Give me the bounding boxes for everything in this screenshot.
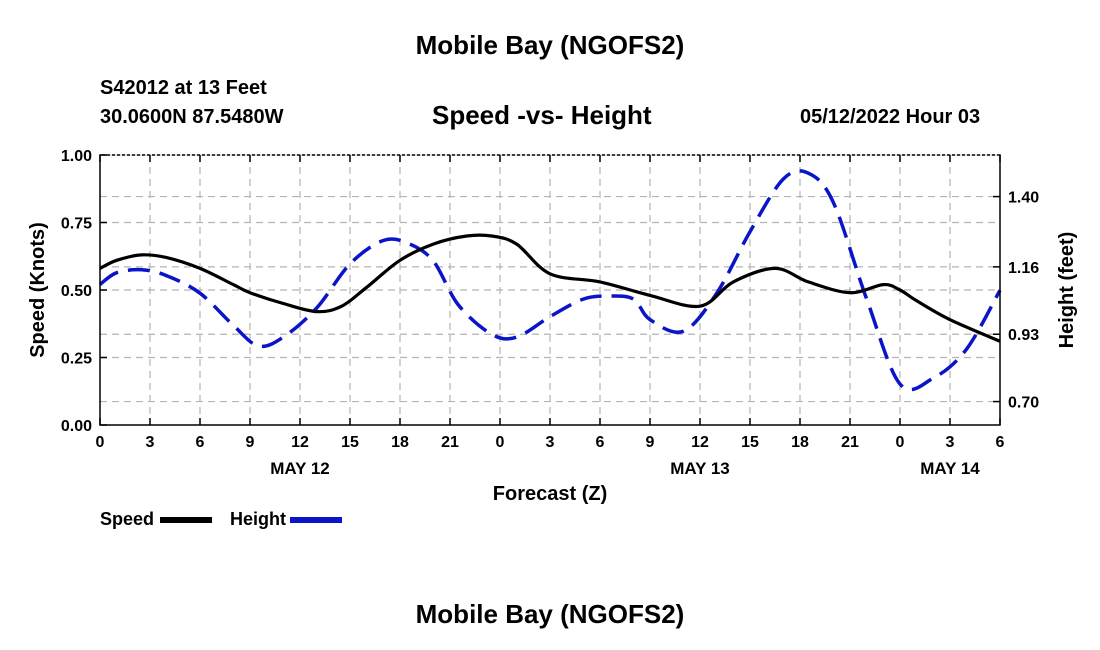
x-tick-label: 9 — [246, 434, 255, 451]
legend-height-label: Height — [230, 509, 286, 529]
x-tick-label: 9 — [646, 434, 655, 451]
x-tick-label: 6 — [196, 434, 205, 451]
series-line-height — [98, 169, 1002, 392]
y-tick-label-left: 0.50 — [61, 283, 92, 300]
y-tick-label-left: 0.75 — [61, 216, 92, 233]
date-label: MAY 14 — [920, 459, 980, 478]
y-tick-label-right: 1.16 — [1008, 260, 1039, 277]
axis-ticks: 0 3 6 9 12 15 18 21 0 3 6 9 12 15 18 21 0 3 6 MAY 12 MAY 13 M… — [61, 148, 1039, 478]
x-tick-label: 15 — [741, 434, 759, 451]
x-tick-label: 18 — [791, 434, 809, 451]
x-tick-label: 0 — [96, 434, 105, 451]
y-tick-label-left: 0.25 — [61, 351, 92, 368]
x-tick-label: 0 — [496, 434, 505, 451]
datetime-label: 05/12/2022 Hour 03 — [800, 106, 981, 128]
x-tick-label: 12 — [291, 434, 309, 451]
x-tick-label: 0 — [896, 434, 905, 451]
date-label: MAY 13 — [670, 459, 730, 478]
date-label: MAY 12 — [270, 459, 330, 478]
x-tick-label: 3 — [146, 434, 155, 451]
x-tick-label: 18 — [391, 434, 409, 451]
y-tick-label-left: 0.00 — [61, 418, 92, 435]
page-title: Mobile Bay (NGOFS2) — [415, 30, 685, 60]
y-axis-label-left: Speed (Knots) — [27, 222, 49, 358]
x-tick-label: 12 — [691, 434, 709, 451]
x-tick-label: 21 — [441, 434, 459, 451]
series-line-speed — [99, 233, 1001, 343]
x-tick-label: 3 — [946, 434, 955, 451]
grid — [100, 155, 1000, 425]
x-tick-label: 15 — [341, 434, 359, 451]
y-tick-label-right: 0.70 — [1008, 395, 1039, 412]
x-tick-label: 21 — [841, 434, 859, 451]
coordinates-label: 30.0600N 87.5480W — [100, 106, 284, 128]
x-tick-label: 6 — [996, 434, 1005, 451]
x-tick-label: 6 — [596, 434, 605, 451]
x-tick-label: 3 — [546, 434, 555, 451]
x-axis-label: Forecast (Z) — [493, 483, 607, 505]
y-tick-label-left: 1.00 — [61, 148, 92, 165]
station-label: S42012 at 13 Feet — [100, 77, 267, 99]
y-tick-label-right: 0.93 — [1008, 327, 1039, 344]
series — [98, 169, 1002, 392]
footer-title: Mobile Bay (NGOFS2) — [415, 599, 685, 629]
chart-title: Speed -vs- Height — [432, 100, 652, 130]
axis-labels: Forecast (Z) Speed (Knots) Height (feet) — [27, 222, 1078, 505]
y-axis-label-right: Height (feet) — [1056, 232, 1078, 349]
legend: Speed Height — [100, 509, 342, 529]
legend-speed-label: Speed — [100, 509, 154, 529]
y-tick-label-right: 1.40 — [1008, 190, 1039, 207]
